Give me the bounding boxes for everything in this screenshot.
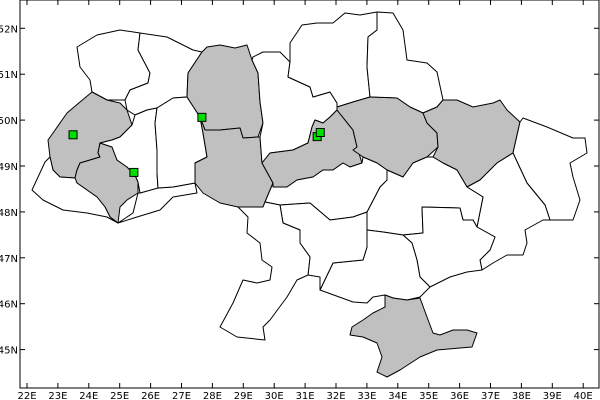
region-odesa xyxy=(219,201,311,341)
x-tick-label: 39E xyxy=(543,391,562,400)
x-tick-label: 36E xyxy=(450,391,469,400)
x-tick-label: 22E xyxy=(17,391,36,400)
y-tick-label: 47N xyxy=(0,254,18,265)
x-tick-label: 28E xyxy=(203,391,222,400)
x-tick-label: 34E xyxy=(388,391,407,400)
x-tick-label: 33E xyxy=(357,391,376,400)
region-crimea-highlighted xyxy=(349,294,478,378)
x-tick-label: 29E xyxy=(234,391,253,400)
x-tick-label: 38E xyxy=(512,391,531,400)
y-tick-label: 51N xyxy=(0,70,18,81)
x-tick-label: 35E xyxy=(419,391,438,400)
x-tick-label: 31E xyxy=(296,391,315,400)
map-marker[interactable] xyxy=(197,112,207,122)
x-tick-label: 30E xyxy=(265,391,284,400)
x-tick-label: 32E xyxy=(326,391,345,400)
x-tick-label: 26E xyxy=(141,391,160,400)
y-tick-label: 48N xyxy=(0,208,18,219)
x-tick-label: 25E xyxy=(110,391,129,400)
y-tick-label: 49N xyxy=(0,162,18,173)
y-tick-label: 52N xyxy=(0,24,18,35)
y-tick-label: 45N xyxy=(0,346,18,357)
y-tick-label: 50N xyxy=(0,116,18,127)
map-marker[interactable] xyxy=(315,127,325,137)
x-tick-label: 23E xyxy=(48,391,67,400)
map-marker[interactable] xyxy=(68,130,78,140)
x-tick-label: 27E xyxy=(172,391,191,400)
x-tick-label: 37E xyxy=(481,391,500,400)
map-marker[interactable] xyxy=(129,167,139,177)
plot-frame xyxy=(19,0,600,389)
y-tick-label: 46N xyxy=(0,300,18,311)
x-tick-label: 40E xyxy=(574,391,593,400)
region-zakarpattia xyxy=(31,156,119,224)
markers xyxy=(68,112,325,177)
regions xyxy=(31,11,588,378)
x-tick-label: 24E xyxy=(79,391,98,400)
